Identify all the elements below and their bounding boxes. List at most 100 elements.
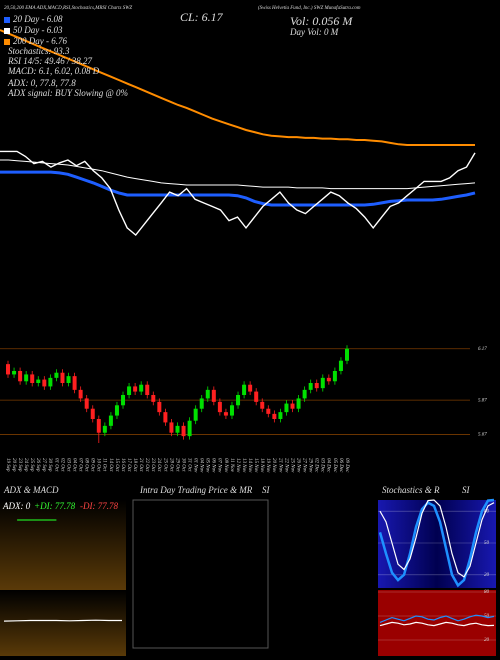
candle-body bbox=[332, 371, 337, 382]
mrsi-title: Intra Day Trading Price & MR bbox=[139, 485, 253, 495]
header-title: 20,50,200 EMA ADX,MACD,RSI,Stochastics,M… bbox=[4, 6, 132, 11]
y-tick-label: 20 bbox=[484, 573, 490, 578]
candle-body bbox=[72, 376, 77, 390]
candle-body bbox=[266, 408, 271, 414]
y-tick-label: 5.67 bbox=[478, 433, 487, 438]
candle-body bbox=[296, 398, 301, 409]
candle-body bbox=[157, 401, 162, 413]
x-tick-label: 28 Oct bbox=[168, 458, 173, 472]
adx-label: +DI: 77.78 bbox=[34, 501, 76, 511]
candle-body bbox=[308, 383, 313, 390]
x-tick-label: 15 Nov bbox=[253, 458, 258, 473]
candle-body bbox=[320, 377, 325, 389]
adx-label: ADX: 0 bbox=[2, 501, 31, 511]
y-tick-label: 80 bbox=[484, 590, 490, 595]
legend-label: 200 Day - 6.76 bbox=[13, 36, 67, 46]
candle-body bbox=[102, 425, 107, 433]
candle-body bbox=[151, 395, 156, 402]
x-tick-label: 18 Nov bbox=[259, 458, 264, 473]
x-tick-label: 26 Nov bbox=[295, 458, 300, 473]
legend-swatch bbox=[4, 17, 10, 23]
info-text: Vol: 0.056 M bbox=[290, 14, 353, 28]
candle-body bbox=[84, 398, 89, 409]
x-tick-label: 15 Oct bbox=[114, 458, 119, 472]
stoch-title: Stochastics & R bbox=[382, 485, 440, 495]
adx-label: -DI: 77.78 bbox=[80, 501, 118, 511]
candle-body bbox=[54, 372, 59, 378]
header-subtitle: (Swiss Helvetia Fund, Inc.) SWZ MunafaSu… bbox=[258, 6, 361, 11]
candle-body bbox=[217, 401, 222, 413]
x-tick-label: 24 Oct bbox=[156, 458, 161, 472]
x-tick-label: 05 Dec bbox=[332, 458, 337, 473]
candle-body bbox=[338, 360, 343, 371]
y-tick-label: 20 bbox=[484, 638, 490, 643]
candle-body bbox=[290, 403, 295, 409]
candle-body bbox=[66, 376, 71, 383]
info-text: CL: 6.17 bbox=[180, 10, 224, 24]
candle-body bbox=[254, 391, 259, 402]
info-text: Day Vol: 0 M bbox=[289, 27, 339, 37]
stoch-title-end: SI bbox=[462, 485, 471, 495]
x-tick-label: 23 Sep bbox=[17, 458, 22, 472]
x-tick-label: 27 Nov bbox=[301, 458, 306, 473]
candle-body bbox=[12, 371, 17, 375]
candle-body bbox=[236, 395, 241, 406]
x-tick-label: 09 Oct bbox=[90, 458, 95, 472]
info-text: RSI 14/5: 49.46 / 38.27 bbox=[7, 56, 92, 66]
y-tick-label: 50 bbox=[484, 614, 490, 619]
info-text: Stochastics: 93.3 bbox=[8, 46, 70, 56]
candle-body bbox=[175, 425, 180, 433]
x-tick-label: 21 Oct bbox=[138, 458, 143, 472]
x-tick-label: 02 Oct bbox=[59, 458, 64, 472]
x-tick-label: 11 Nov bbox=[229, 458, 234, 473]
x-tick-label: 31 Oct bbox=[186, 458, 191, 472]
y-tick-label: 6.17 bbox=[478, 347, 487, 352]
candle-body bbox=[169, 422, 174, 433]
candle-body bbox=[60, 372, 65, 383]
candle-body bbox=[48, 377, 53, 387]
x-tick-label: 14 Oct bbox=[108, 458, 113, 472]
x-tick-label: 25 Oct bbox=[162, 458, 167, 472]
legend-swatch bbox=[4, 28, 10, 34]
series-line bbox=[379, 614, 495, 623]
candle-body bbox=[145, 384, 150, 395]
x-tick-label: 12 Nov bbox=[235, 458, 240, 473]
candle-body bbox=[163, 412, 168, 423]
x-tick-label: 01 Nov bbox=[193, 458, 198, 473]
series-line bbox=[378, 498, 495, 588]
mrsi-title-end: SI bbox=[262, 485, 271, 495]
candle-body bbox=[78, 389, 83, 399]
x-tick-label: 27 Sep bbox=[41, 458, 46, 472]
candle-body bbox=[24, 374, 29, 382]
candle-body bbox=[278, 412, 283, 419]
y-tick-label: 5.87 bbox=[478, 398, 487, 403]
x-tick-label: 03 Oct bbox=[65, 458, 70, 472]
x-tick-label: 01 Oct bbox=[53, 458, 58, 472]
candle-body bbox=[248, 384, 253, 392]
info-text: MACD: 6.1, 6.02, 0.08 D bbox=[7, 66, 100, 76]
series-line bbox=[0, 170, 476, 207]
candle-body bbox=[181, 425, 186, 437]
x-tick-label: 30 Oct bbox=[180, 458, 185, 472]
x-tick-label: 11 Oct bbox=[102, 458, 107, 472]
candle-body bbox=[326, 377, 331, 382]
mrsi-panel bbox=[132, 499, 269, 649]
y-tick-label: 50 bbox=[484, 541, 490, 546]
candle-body bbox=[36, 379, 41, 383]
candle-body bbox=[18, 371, 23, 382]
macd-panel bbox=[0, 590, 126, 656]
x-tick-label: 22 Oct bbox=[144, 458, 149, 472]
x-tick-label: 09 Dec bbox=[344, 458, 349, 473]
adx-title: ADX & MACD bbox=[3, 485, 59, 495]
candle-body bbox=[199, 398, 204, 409]
x-tick-label: 06 Nov bbox=[211, 458, 216, 473]
x-tick-label: 20 Sep bbox=[11, 458, 16, 472]
x-tick-label: 04 Dec bbox=[326, 458, 331, 473]
candle-body bbox=[223, 412, 228, 416]
candle-body bbox=[121, 395, 126, 406]
series-line bbox=[379, 621, 495, 627]
info-text: ADX signal: BUY Slowing @ 0% bbox=[7, 88, 128, 98]
x-tick-label: 22 Nov bbox=[283, 458, 288, 473]
x-tick-label: 17 Oct bbox=[126, 458, 131, 472]
series-line bbox=[0, 150, 476, 236]
